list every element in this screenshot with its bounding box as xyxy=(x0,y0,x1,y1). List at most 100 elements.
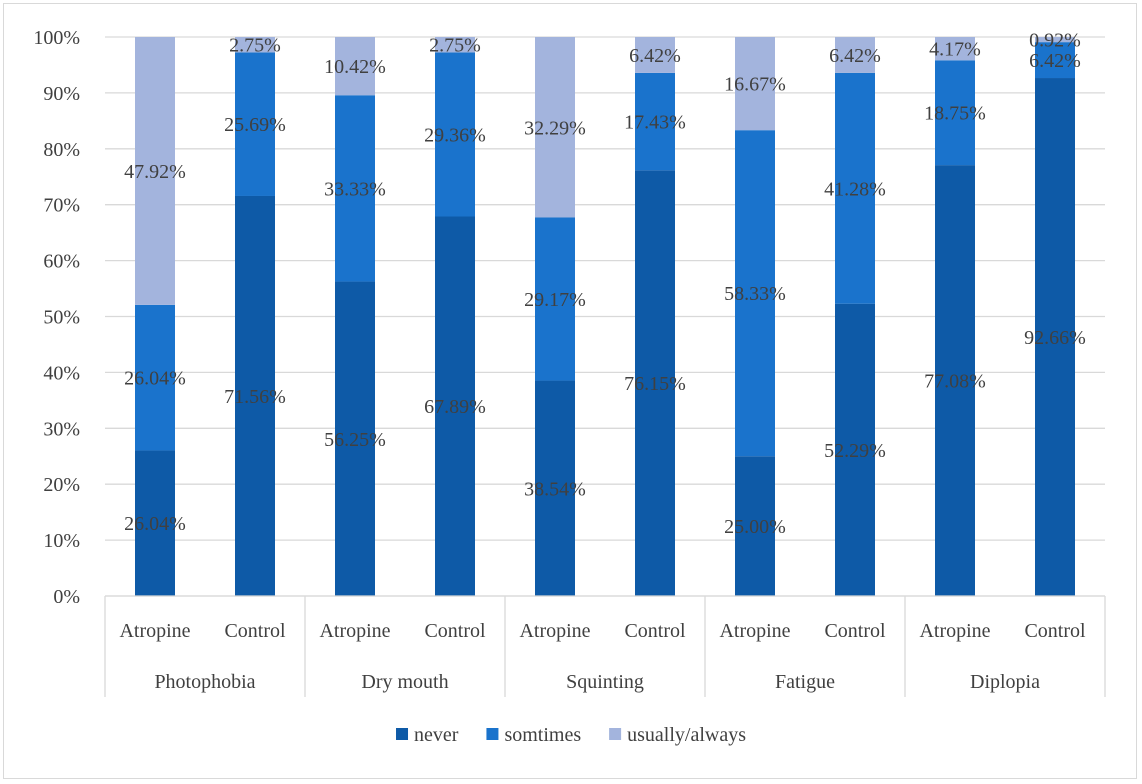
legend-label: usually/always xyxy=(627,724,746,746)
x-tick-label: Control xyxy=(424,620,486,642)
legend-swatch xyxy=(486,728,499,740)
y-tick-label: 40% xyxy=(43,362,80,384)
bar-segment-somtimes xyxy=(135,304,175,451)
bar-segment-usually-always xyxy=(235,37,275,53)
y-tick-label: 100% xyxy=(33,27,80,49)
bars xyxy=(135,37,1075,597)
bar-segment-somtimes xyxy=(435,52,475,217)
bar-segment-never xyxy=(635,170,675,596)
x-tick-label: Control xyxy=(1024,620,1086,642)
data-labels: 26.04% 26.04% 47.92% 71.56% 25.69% 2.75% 56.25… xyxy=(124,30,1086,539)
data-label: 10.42% xyxy=(324,56,386,78)
data-label: 4.17% xyxy=(929,39,981,61)
data-label: 32.29% xyxy=(524,117,586,139)
x-tick-label: Atropine xyxy=(319,620,390,642)
x-axis: Atropine Control Atropine Control Atropine Co… xyxy=(104,595,1106,697)
bar-segment-never xyxy=(1035,78,1075,597)
bar-segment-somtimes xyxy=(935,60,975,166)
legend-item: usually/always xyxy=(609,724,746,746)
x-group-label: Photophobia xyxy=(154,671,255,693)
data-label: 77.08% xyxy=(924,371,986,393)
data-label: 47.92% xyxy=(124,161,186,183)
y-tick-label: 60% xyxy=(43,251,80,273)
data-label: 6.42% xyxy=(1029,50,1081,72)
bar-segment-usually-always xyxy=(635,37,675,73)
y-tick-label: 20% xyxy=(43,474,80,496)
data-label: 6.42% xyxy=(629,45,681,67)
data-label: 71.56% xyxy=(224,386,286,408)
data-label: 41.28% xyxy=(824,178,886,200)
data-label: 76.15% xyxy=(624,373,686,395)
bar-segment-somtimes xyxy=(535,217,575,381)
bar-segment-somtimes xyxy=(335,95,375,282)
bar-segment-never xyxy=(335,281,375,596)
y-tick-label: 10% xyxy=(43,530,80,552)
bar-segment-usually-always xyxy=(1035,37,1075,43)
bar-segment-somtimes xyxy=(635,72,675,171)
bar-segment-never xyxy=(735,456,775,596)
data-label: 6.42% xyxy=(829,45,881,67)
data-label: 26.04% xyxy=(124,368,186,390)
x-tick-label: Atropine xyxy=(519,620,590,642)
data-label: 58.33% xyxy=(724,283,786,305)
bar-segment-usually-always xyxy=(735,37,775,131)
x-tick-label: Control xyxy=(224,620,286,642)
x-group-label: Dry mouth xyxy=(361,671,448,693)
x-tick-label: Atropine xyxy=(719,620,790,642)
bar-segment-usually-always xyxy=(835,37,875,73)
data-label: 2.75% xyxy=(229,35,281,57)
bar-segment-somtimes xyxy=(1035,42,1075,79)
y-tick-label: 80% xyxy=(43,139,80,161)
bar-segment-never xyxy=(135,450,175,596)
legend-swatch xyxy=(609,728,622,740)
bar-segment-usually-always xyxy=(435,37,475,53)
y-tick-label: 90% xyxy=(43,83,80,105)
x-tick-label: Control xyxy=(824,620,886,642)
y-tick-label: 50% xyxy=(43,307,80,329)
data-label: 18.75% xyxy=(924,103,986,125)
bar-segment-never xyxy=(235,195,275,596)
x-group-label: Squinting xyxy=(566,671,644,693)
bar-segment-somtimes xyxy=(835,72,875,304)
bar-segment-never xyxy=(835,303,875,596)
data-label: 17.43% xyxy=(624,112,686,134)
data-label: 56.25% xyxy=(324,429,386,451)
data-label: 0.92% xyxy=(1029,30,1081,52)
bar-segment-never xyxy=(435,216,475,596)
bar-segment-never xyxy=(535,380,575,596)
y-tick-label: 0% xyxy=(53,586,80,608)
x-tick-label: Atropine xyxy=(919,620,990,642)
data-label: 52.29% xyxy=(824,440,886,462)
bar-segment-never xyxy=(935,165,975,596)
y-axis: 0% 10% 20% 30% 40% 50% 60% 70% 80% 90% 100% xyxy=(33,27,80,608)
bar-segment-somtimes xyxy=(235,52,275,196)
legend: never somtimes usually/always xyxy=(396,724,746,746)
data-label: 92.66% xyxy=(1024,327,1086,349)
legend-item: never xyxy=(396,724,459,746)
y-tick-label: 70% xyxy=(43,195,80,217)
data-label: 33.33% xyxy=(324,178,386,200)
legend-item: somtimes xyxy=(486,724,581,746)
data-label: 29.17% xyxy=(524,289,586,311)
data-label: 25.00% xyxy=(724,516,786,538)
x-tick-label: Atropine xyxy=(119,620,190,642)
x-group-label: Diplopia xyxy=(970,671,1040,693)
legend-label: never xyxy=(414,724,459,746)
y-tick-label: 30% xyxy=(43,418,80,440)
x-tick-label: Control xyxy=(624,620,686,642)
bar-segment-usually-always xyxy=(335,37,375,96)
data-label: 25.69% xyxy=(224,114,286,136)
legend-swatch xyxy=(396,728,409,740)
data-label: 2.75% xyxy=(429,35,481,57)
bar-segment-usually-always xyxy=(135,37,175,305)
data-label: 67.89% xyxy=(424,396,486,418)
data-label: 26.04% xyxy=(124,513,186,535)
bar-segment-somtimes xyxy=(735,130,775,457)
data-label: 29.36% xyxy=(424,124,486,146)
bar-segment-usually-always xyxy=(535,37,575,218)
data-label: 38.54% xyxy=(524,478,586,500)
bar-segment-usually-always xyxy=(935,37,975,61)
data-label: 16.67% xyxy=(724,74,786,96)
legend-label: somtimes xyxy=(504,724,581,746)
